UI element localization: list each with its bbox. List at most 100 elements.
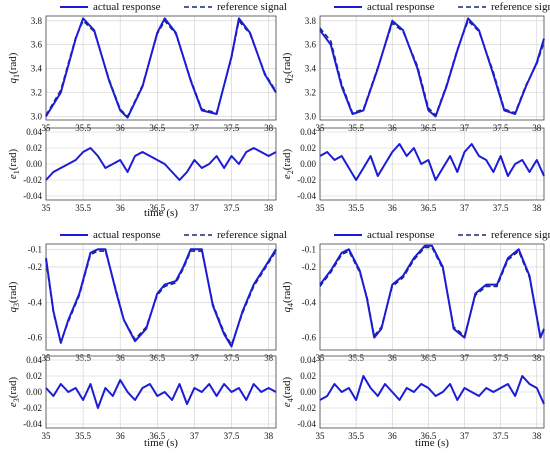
y-tick-label: -0.04 [297, 191, 316, 201]
x-tick-label: 36 [116, 203, 126, 213]
y-tick-label: 3.6 [305, 40, 317, 50]
y-tick-label: -0.02 [23, 403, 42, 413]
y-tick-label: -0.4 [28, 297, 43, 307]
panel-q1: 35 35.5 36 36.5 37 37.5 383.03.23.43.63.8q1(ra… [7, 1, 287, 133]
x-tick-label: 38 [532, 203, 542, 213]
y-axis-label: e3(rad) [7, 377, 21, 408]
y-tick-label: -0.02 [297, 175, 316, 185]
y-tick-label: 0.02 [300, 371, 316, 381]
y-tick-label: 3.0 [305, 111, 317, 121]
legend-label-reference: reference signal [491, 1, 550, 13]
series-line-reference [45, 250, 277, 346]
y-tick-label: 0.04 [300, 127, 316, 137]
y-axis-label: q2(rad) [281, 52, 295, 83]
panel-q2: 35 35.5 36 36.5 37 37.5 383.03.23.43.63.8q2(ra… [281, 1, 550, 133]
x-tick-label: 36.5 [421, 431, 437, 441]
y-tick-label: 0.04 [26, 127, 42, 137]
x-tick-label: 36 [388, 431, 398, 441]
x-tick-label: 36.5 [149, 203, 165, 213]
y-tick-label: 3.8 [31, 16, 43, 26]
y-tick-label: -0.02 [23, 175, 42, 185]
plot-frame [45, 127, 277, 201]
y-tick-label: -0.04 [297, 419, 316, 429]
panel-e3: 35 35.5 36 36.5 37 37.5 38 -0.04 -0.02 0.00 0.02 0.… [7, 355, 277, 449]
y-tick-label: 0.00 [300, 159, 316, 169]
plot-frame [45, 15, 277, 121]
y-tick-label: 3.2 [31, 88, 42, 98]
plot-frame [319, 243, 545, 351]
y-tick-label: 3.2 [305, 88, 316, 98]
x-tick-label: 37 [190, 431, 200, 441]
y-tick-label: -0.04 [23, 419, 42, 429]
y-tick-label: 3.4 [305, 64, 317, 74]
y-tick-label: -0.2 [28, 262, 42, 272]
y-tick-label: 0.02 [300, 143, 316, 153]
x-tick-label: 35.5 [348, 431, 364, 441]
x-tick-label: 35 [42, 431, 52, 441]
y-tick-label: -0.2 [302, 262, 316, 272]
y-tick-label: 0.00 [300, 387, 316, 397]
y-tick-label: 0.04 [300, 355, 316, 365]
x-tick-label: 37.5 [224, 203, 240, 213]
x-tick-label: 35.5 [348, 203, 364, 213]
x-axis-label: time (s) [415, 437, 449, 449]
plot-frame [319, 127, 545, 201]
x-tick-label: 38 [532, 431, 542, 441]
plot-frame [45, 243, 277, 351]
panel-q4: 35 35.5 36 36.5 37 37.5 38-0.1-0.2-0.4-0.6q4(r… [281, 229, 550, 363]
x-tick-label: 35.5 [75, 431, 91, 441]
x-tick-label: 38 [264, 431, 274, 441]
y-axis-label: q1(rad) [7, 52, 21, 83]
y-tick-label: -0.4 [302, 297, 317, 307]
panel-e2: 35 35.5 36 36.5 37 37.5 38 -0.04 -0.02 0.00 0.02 0.… [281, 127, 545, 213]
series-line-actual [319, 143, 545, 181]
x-tick-label: 35 [42, 203, 52, 213]
y-tick-label: -0.1 [302, 244, 316, 254]
x-tick-label: 38 [264, 203, 274, 213]
x-tick-label: 37 [460, 203, 470, 213]
x-tick-label: 37.5 [224, 431, 240, 441]
x-tick-label: 37.5 [493, 431, 509, 441]
x-tick-label: 37 [460, 431, 470, 441]
panel-q3: 35 35.5 36 36.5 37 37.5 38-0.1-0.2-0.4-0.6q3(r… [7, 229, 287, 363]
series-line-actual [319, 17, 545, 118]
y-tick-label: 0.00 [26, 387, 42, 397]
x-axis-label: time (s) [144, 437, 178, 449]
panel-e1: 35 35.5 36 36.5 37 37.5 38 -0.04 -0.02 0.00 0.02 0.… [7, 127, 277, 219]
series-line-actual [319, 244, 545, 339]
series-line-actual [45, 248, 277, 348]
y-tick-label: 3.8 [305, 16, 317, 26]
y-axis-label: e2(rad) [281, 149, 295, 180]
legend-label-actual: actual response [93, 1, 161, 13]
y-tick-label: -0.02 [297, 403, 316, 413]
panel-e4: 35 35.5 36 36.5 37 37.5 38 -0.04 -0.02 0.00 0.02 0.… [281, 355, 545, 449]
x-tick-label: 35.5 [75, 203, 91, 213]
y-axis-label: q3(rad) [7, 281, 21, 312]
legend-label-actual: actual response [367, 1, 435, 13]
legend-label-reference: reference signal [491, 229, 550, 241]
y-tick-label: 0.02 [26, 371, 42, 381]
series-line-actual [45, 379, 277, 409]
y-tick-label: -0.6 [28, 333, 43, 343]
y-tick-label: 3.4 [31, 64, 43, 74]
y-tick-label: 3.6 [31, 40, 43, 50]
y-tick-label: -0.6 [302, 333, 317, 343]
x-axis-label: time (s) [144, 207, 178, 219]
x-tick-label: 36.5 [149, 431, 165, 441]
x-tick-label: 35 [316, 203, 326, 213]
legend-label-actual: actual response [367, 229, 435, 241]
y-tick-label: 0.04 [26, 355, 42, 365]
y-tick-label: -0.1 [28, 244, 42, 254]
plot-frame [319, 15, 545, 121]
legend-label-actual: actual response [93, 229, 161, 241]
x-tick-label: 36 [116, 431, 126, 441]
series-line-actual [45, 147, 277, 181]
y-tick-label: 0.00 [26, 159, 42, 169]
y-axis-label: e1(rad) [7, 149, 21, 180]
series-line-reference [319, 19, 545, 116]
x-tick-label: 36 [388, 203, 398, 213]
y-tick-label: 3.0 [31, 111, 43, 121]
legend-label-reference: reference signal [217, 1, 287, 13]
x-tick-label: 36.5 [421, 203, 437, 213]
